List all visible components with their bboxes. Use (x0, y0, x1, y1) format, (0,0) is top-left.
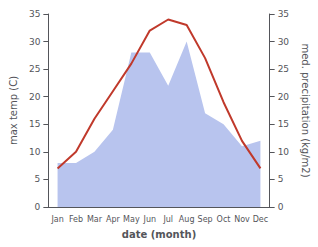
svg-text:med. precipitation (kg/m2): med. precipitation (kg/m2) (300, 43, 311, 177)
svg-text:Feb: Feb (69, 215, 83, 224)
svg-text:Sep: Sep (198, 215, 213, 224)
svg-text:max temp (C): max temp (C) (8, 76, 19, 145)
svg-text:0: 0 (278, 202, 284, 212)
svg-text:30: 30 (29, 37, 41, 47)
svg-text:Nov: Nov (234, 215, 250, 224)
svg-text:35: 35 (278, 9, 289, 19)
svg-text:Aug: Aug (179, 215, 195, 224)
svg-text:25: 25 (29, 64, 40, 74)
svg-text:Apr: Apr (106, 215, 121, 224)
svg-text:15: 15 (29, 119, 40, 129)
svg-text:15: 15 (278, 119, 289, 129)
svg-text:20: 20 (29, 92, 41, 102)
svg-text:Oct: Oct (217, 215, 231, 224)
svg-text:May: May (123, 215, 140, 224)
svg-text:20: 20 (278, 92, 290, 102)
svg-text:Jul: Jul (162, 215, 173, 224)
svg-text:Jan: Jan (50, 215, 63, 224)
svg-text:5: 5 (278, 174, 284, 184)
svg-text:Mar: Mar (87, 215, 103, 224)
svg-text:Jun: Jun (143, 215, 157, 224)
svg-text:date (month): date (month) (122, 229, 196, 240)
svg-text:10: 10 (29, 147, 41, 157)
svg-text:10: 10 (278, 147, 290, 157)
svg-text:0: 0 (35, 202, 41, 212)
svg-text:35: 35 (29, 9, 40, 19)
svg-text:Dec: Dec (253, 215, 268, 224)
svg-text:30: 30 (278, 37, 290, 47)
svg-text:25: 25 (278, 64, 289, 74)
svg-text:5: 5 (35, 174, 41, 184)
